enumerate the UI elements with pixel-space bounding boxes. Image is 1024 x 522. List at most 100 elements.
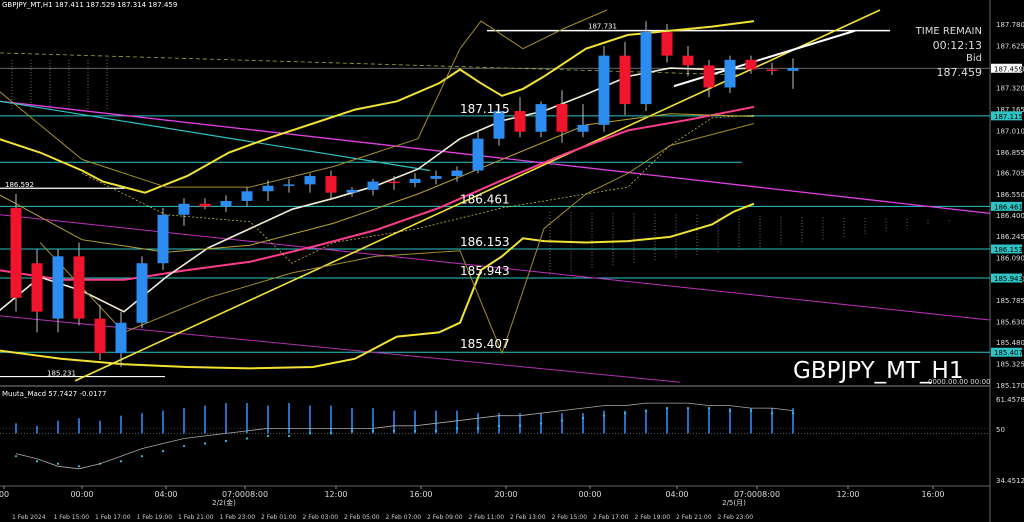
price-tick-label: 186.245	[996, 233, 1024, 241]
price-tag-box	[991, 63, 1022, 73]
candle	[136, 256, 148, 329]
signal-dot	[728, 409, 732, 412]
trendline-magenta	[0, 100, 991, 215]
ma-gold	[0, 113, 755, 253]
price-tick-label: 187.010	[996, 127, 1024, 135]
candle	[157, 207, 169, 271]
candle-body	[556, 104, 568, 132]
trendline-white	[673, 29, 856, 88]
signal-dot	[455, 427, 459, 430]
header-info: GBPJPY_MT,H1 187.411 187.529 187.314 187…	[2, 1, 178, 9]
candle-body	[262, 185, 274, 192]
time-remain-value: 00:12:13	[932, 39, 982, 52]
time-tick-label-lower: 2 Feb 09:00	[427, 514, 463, 521]
candle-body	[409, 178, 421, 183]
price-tick-label: 186.400	[996, 212, 1024, 220]
ma-dotted	[81, 114, 755, 264]
price-tag-box	[991, 347, 1022, 357]
signal-dot	[182, 444, 186, 448]
signal-dot	[560, 419, 564, 422]
candle	[493, 104, 505, 146]
signal-dot	[329, 432, 333, 435]
candle	[262, 180, 274, 201]
price-tag-box	[991, 201, 1022, 211]
time-tick-label: 12:00	[324, 490, 347, 499]
candle-body	[346, 189, 358, 193]
candle	[724, 55, 736, 94]
time-tick-label: 12:00	[836, 490, 859, 499]
candle-body	[10, 207, 22, 298]
candle-body	[388, 181, 400, 184]
price-tag-label: 185.943	[994, 275, 1023, 283]
signal-dot	[56, 462, 60, 465]
signal-dot	[581, 417, 585, 420]
candle-body	[157, 214, 169, 264]
candle-body	[619, 55, 631, 105]
level-label: 185.231	[47, 370, 76, 378]
price-tick-label: 186.090	[996, 255, 1024, 263]
candle	[220, 195, 232, 213]
price-tag-label: 186.461	[994, 203, 1023, 211]
time-tick-label-lower: 1 Feb 21:00	[178, 514, 214, 521]
level-label: 187.731	[588, 23, 617, 31]
candle-body	[472, 138, 484, 171]
time-tick-label-lower: 2 Feb 15:00	[552, 514, 588, 521]
time-tick-label-lower: 1 Feb 15:00	[54, 514, 90, 521]
time-tick-label-lower: 2 Feb 01:00	[261, 514, 297, 521]
time-tick-label-lower: 1 Feb 2024	[12, 514, 46, 521]
candle	[94, 304, 106, 361]
candle	[388, 176, 400, 190]
signal-dot	[749, 409, 753, 412]
candle-body	[493, 111, 505, 139]
signal-dot	[497, 424, 501, 427]
candle	[577, 104, 589, 138]
time-tick-label: 16:00	[409, 490, 432, 499]
time-tick-label-lower: 2 Feb 03:00	[303, 514, 339, 521]
price-tag-box	[991, 244, 1022, 254]
candle	[367, 178, 379, 196]
price-tick-label: 186.705	[996, 170, 1024, 178]
candle-body	[640, 32, 652, 105]
candle-body	[52, 256, 64, 319]
trendline-magenta-bottom	[0, 315, 681, 383]
signal-dot	[791, 412, 795, 415]
candle-body	[178, 203, 190, 215]
signal-dot	[476, 427, 480, 430]
level-label: 186.153	[460, 235, 510, 249]
candle	[241, 187, 253, 207]
candle	[514, 97, 526, 138]
candle-body	[451, 170, 463, 177]
candle	[451, 166, 463, 182]
signal-dot	[350, 429, 354, 432]
candle-body	[535, 104, 547, 132]
indicator-reading: 0000.00.00 00:00	[928, 378, 991, 386]
time-tick-label: 00:00	[578, 490, 601, 499]
candle	[556, 90, 568, 143]
candle-body	[661, 32, 673, 56]
ma-olive	[39, 123, 755, 355]
ma-pink	[0, 105, 755, 281]
price-tag-label: 187.459	[994, 65, 1023, 73]
price-tick-label: 187.625	[996, 42, 1024, 50]
time-tick-label: 04:00	[665, 490, 688, 499]
candle-body	[430, 176, 442, 179]
price-tick-label: 187.320	[996, 84, 1024, 92]
candle	[535, 101, 547, 138]
candle-body	[682, 55, 694, 66]
signal-dot	[308, 432, 312, 435]
price-tag-label: 185.407	[994, 349, 1023, 357]
time-tick-label: 07:0008:00	[222, 490, 268, 499]
symbol-label: GBPJPY_MT_H1	[793, 358, 964, 384]
candle	[283, 178, 295, 193]
candle-body	[367, 181, 379, 190]
candle	[409, 173, 421, 188]
price-tick-label: 186.855	[996, 149, 1024, 157]
time-tick-label: 16:00	[921, 490, 944, 499]
price-tick-label: 187.780	[996, 21, 1024, 29]
candle-body	[598, 55, 610, 125]
time-tick-label-lower: 2 Feb 05:00	[344, 514, 380, 521]
candle-body	[283, 184, 295, 186]
bollinger-upper	[0, 20, 755, 194]
signal-dot	[14, 455, 18, 458]
